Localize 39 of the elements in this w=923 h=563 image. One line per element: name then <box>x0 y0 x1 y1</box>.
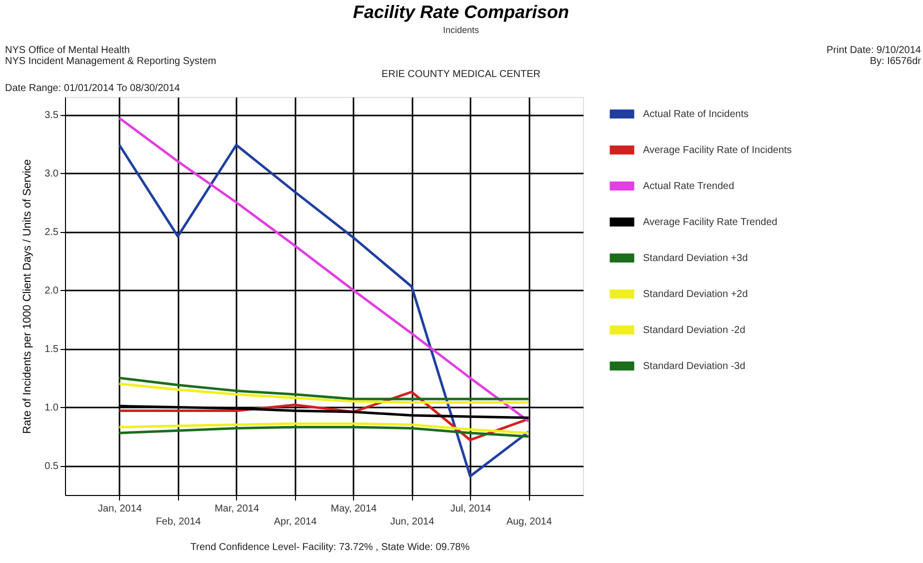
x-tick-label: Mar, 2014 <box>214 504 260 514</box>
text: Print Date: 9/10/2014 <box>826 45 922 56</box>
y-tick-label: 3.5 <box>44 110 59 122</box>
legend-label: Standard Deviation -2d <box>643 325 746 336</box>
text: Date Range: 01/01/2014 To 08/30/2014 <box>5 83 180 94</box>
line-series <box>118 426 530 438</box>
text: NYS Office of Mental Health <box>5 45 130 56</box>
text: ERIE COUNTY MEDICAL CENTER <box>382 69 540 80</box>
line-series <box>118 144 530 478</box>
legend-label: Average Facility Rate of Incidents <box>643 145 792 156</box>
line-series <box>118 116 530 423</box>
line-series <box>118 376 530 400</box>
x-tick-label: May, 2014 <box>330 504 378 514</box>
x-tick-label: Jun, 2014 <box>390 516 435 528</box>
text: Trend Confidence Level- Facility: 73.72% , State Wide: 09.78% <box>190 542 470 553</box>
x-tick-label: Apr, 2014 <box>274 516 318 528</box>
y-tick-label: 2.5 <box>44 227 59 238</box>
line-series <box>118 382 530 404</box>
y-axis-title: Rate of Incidents per 1000 Client Days / Units of Service <box>22 159 34 434</box>
x-tick-label: Aug, 2014 <box>506 516 552 528</box>
y-tick-label: 2.0 <box>44 286 59 297</box>
y-tick-label: 1.5 <box>44 344 59 356</box>
y-tick-label: 0.5 <box>44 461 59 472</box>
legend-label: Actual Rate Trended <box>643 181 734 192</box>
x-tick-label: Feb, 2014 <box>156 516 202 528</box>
y-tick-label: 3.0 <box>44 168 59 180</box>
x-tick-label: Jan, 2014 <box>98 504 142 514</box>
legend-label: Standard Deviation -3d <box>643 361 746 372</box>
legend-label: Standard Deviation +3d <box>643 253 748 264</box>
chart-subtitle: Incidents <box>442 25 480 35</box>
legend-label: Actual Rate of Incidents <box>643 109 749 120</box>
y-tick-label: 1.0 <box>44 402 59 414</box>
legend-label: Average Facility Rate Trended <box>643 217 778 228</box>
chart-title: Facility Rate Comparison <box>352 2 570 22</box>
text: By: I6576dr <box>870 56 922 67</box>
legend-label: Standard Deviation +2d <box>643 289 748 300</box>
text: NYS Incident Management & Reporting System <box>5 56 216 67</box>
x-tick-label: Jul, 2014 <box>450 504 492 514</box>
line-series <box>118 422 530 434</box>
